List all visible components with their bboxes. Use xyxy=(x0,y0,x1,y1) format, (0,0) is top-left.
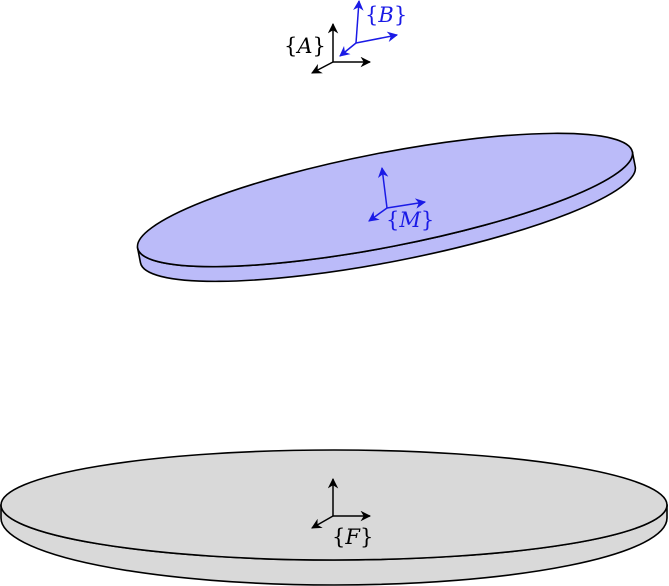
fixed-platform xyxy=(0,449,668,586)
frame-m-z-axis xyxy=(377,166,389,209)
frame-b-name: B xyxy=(377,3,393,27)
fixed-platform-top xyxy=(0,449,668,561)
frame-m-y-axis xyxy=(368,207,388,222)
frame-f-close-brace: } xyxy=(360,525,373,549)
frame-b-x-axis xyxy=(355,31,399,44)
moving-platform xyxy=(136,132,637,283)
frame-f-y-axis xyxy=(311,515,334,529)
frame-m-axes xyxy=(368,166,427,222)
frame-m-x-axis xyxy=(386,198,427,209)
frame-f-axes xyxy=(311,477,372,529)
frame-f-label: {F} xyxy=(332,525,373,549)
frame-a-axes xyxy=(311,22,372,74)
frame-b-close-brace: } xyxy=(394,3,407,27)
frame-a-y-axis xyxy=(311,61,334,74)
frame-b-axes xyxy=(339,0,399,57)
frame-b-open-brace: { xyxy=(365,3,378,27)
frame-m-label: {M} xyxy=(386,208,434,232)
frame-b-z-axis xyxy=(353,0,364,44)
frame-m-open-brace: { xyxy=(386,208,399,232)
frame-a-label: {A} xyxy=(284,34,326,58)
moving-platform-top xyxy=(136,132,634,268)
frame-m-close-brace: } xyxy=(421,208,434,232)
frame-m-name: M xyxy=(398,208,421,232)
frame-f-name: F xyxy=(344,525,361,549)
frame-a-name: A xyxy=(295,34,312,58)
frame-b-label: {B} xyxy=(365,3,407,27)
frame-a-open-brace: { xyxy=(284,34,297,58)
frame-f-open-brace: { xyxy=(332,525,345,549)
frame-b-y-axis xyxy=(339,42,357,57)
frame-a-close-brace: } xyxy=(313,34,326,58)
